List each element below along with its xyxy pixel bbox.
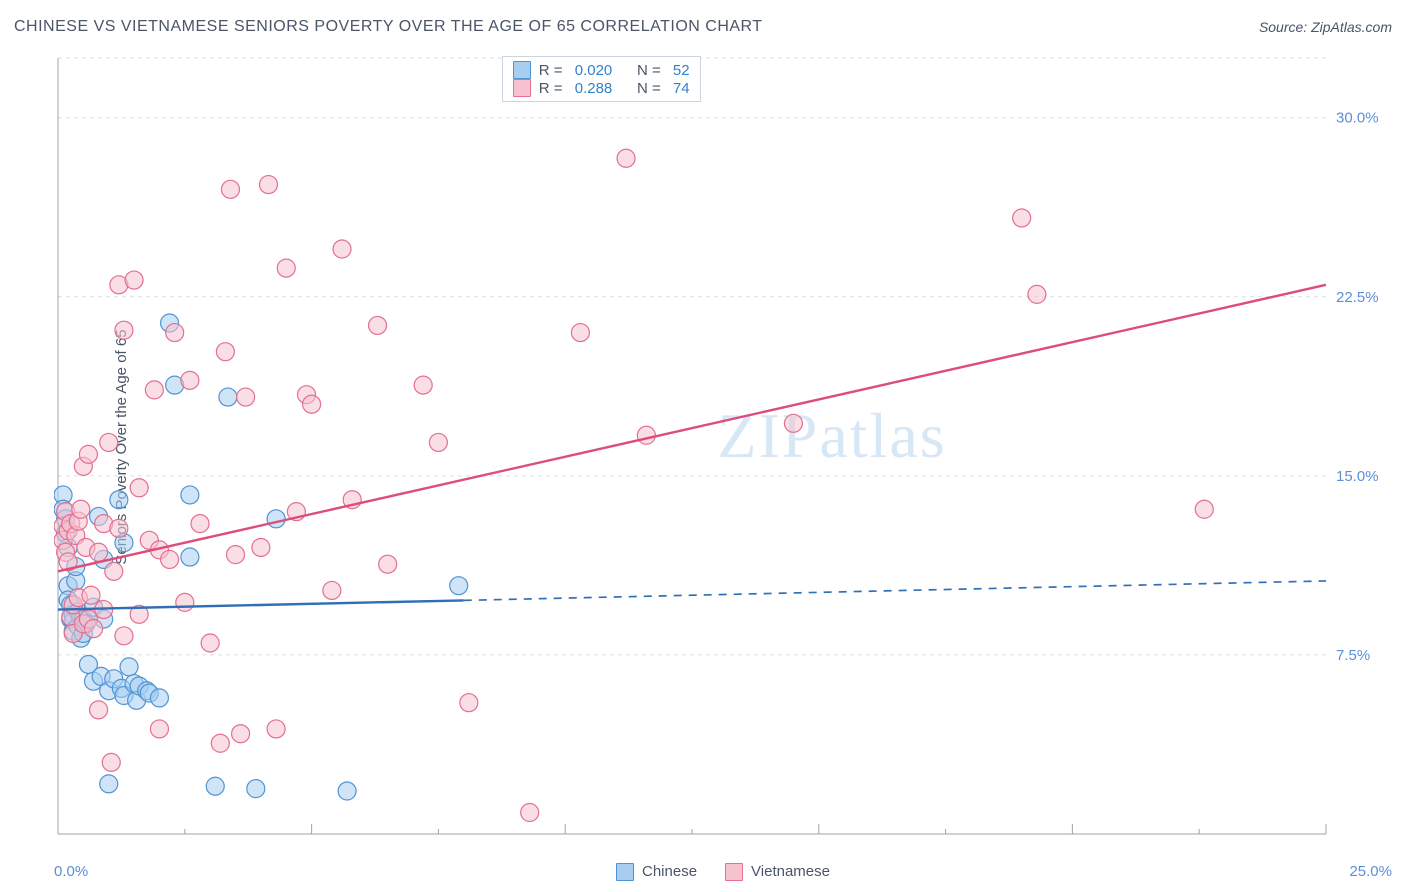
point-vietnamese [85,620,103,638]
point-vietnamese [72,500,90,518]
point-chinese [247,780,265,798]
point-vietnamese [460,694,478,712]
n-value-chinese: 52 [673,62,690,79]
x-axis-max-label: 25.0% [1349,863,1392,880]
point-vietnamese [79,445,97,463]
point-vietnamese [130,479,148,497]
series-legend: Chinese Vietnamese [616,863,830,881]
n-value-vietnamese: 74 [673,80,690,97]
x-axis-footer: 0.0% Chinese Vietnamese 25.0% [54,863,1392,880]
r-legend-row-chinese: R = 0.020 N = 52 [513,61,690,79]
n-label: N = [620,80,665,97]
y-tick-label: 15.0% [1336,468,1379,485]
point-vietnamese [176,593,194,611]
point-vietnamese [571,324,589,342]
point-chinese [120,658,138,676]
point-vietnamese [637,426,655,444]
swatch-chinese [513,61,531,79]
point-vietnamese [110,519,128,537]
point-chinese [450,577,468,595]
source-prefix: Source: [1259,19,1311,35]
legend-item-chinese: Chinese [616,863,697,881]
point-vietnamese [277,259,295,277]
point-vietnamese [211,734,229,752]
point-vietnamese [115,321,133,339]
point-chinese [219,388,237,406]
trend-solid-vietnamese [58,285,1326,572]
n-label: N = [620,62,665,79]
correlation-legend: R = 0.020 N = 52R = 0.288 N = 74 [502,56,701,102]
legend-label-chinese: Chinese [642,863,697,880]
point-vietnamese [82,586,100,604]
point-vietnamese [100,433,118,451]
point-vietnamese [90,701,108,719]
point-vietnamese [414,376,432,394]
point-chinese [100,775,118,793]
legend-label-vietnamese: Vietnamese [751,863,830,880]
point-chinese [181,486,199,504]
point-vietnamese [1013,209,1031,227]
point-vietnamese [252,538,270,556]
point-chinese [267,510,285,528]
plot-area: Seniors Poverty Over the Age of 65 R = 0… [14,50,1392,844]
legend-swatch-chinese [616,863,634,881]
point-vietnamese [90,543,108,561]
r-value-chinese: 0.020 [575,62,613,79]
swatch-vietnamese [513,79,531,97]
r-label: R = [539,80,567,97]
point-vietnamese [227,546,245,564]
x-axis-min-label: 0.0% [54,863,88,880]
point-vietnamese [259,176,277,194]
point-vietnamese [521,804,539,822]
point-chinese [181,548,199,566]
point-vietnamese [216,343,234,361]
point-vietnamese [379,555,397,573]
point-vietnamese [333,240,351,258]
point-vietnamese [191,515,209,533]
point-chinese [338,782,356,800]
legend-item-vietnamese: Vietnamese [725,863,830,881]
point-chinese [150,689,168,707]
scatter-plot-svg: 7.5% 15.0% 22.5% 30.0% [54,50,1392,844]
point-vietnamese [303,395,321,413]
y-tick-label: 30.0% [1336,110,1379,127]
point-vietnamese [369,316,387,334]
trend-dashed-chinese [464,581,1326,600]
point-vietnamese [161,550,179,568]
r-label: R = [539,62,567,79]
legend-swatch-vietnamese [725,863,743,881]
point-vietnamese [105,562,123,580]
point-vietnamese [145,381,163,399]
point-vietnamese [323,581,341,599]
point-vietnamese [1195,500,1213,518]
chart-source: Source: ZipAtlas.com [1259,19,1392,35]
point-chinese [110,491,128,509]
point-vietnamese [1028,285,1046,303]
point-vietnamese [115,627,133,645]
point-vietnamese [102,753,120,771]
point-vietnamese [429,433,447,451]
r-legend-row-vietnamese: R = 0.288 N = 74 [513,79,690,97]
point-vietnamese [150,720,168,738]
trend-solid-chinese [58,600,464,609]
y-tick-label: 22.5% [1336,289,1379,306]
point-vietnamese [221,180,239,198]
point-chinese [206,777,224,795]
point-vietnamese [125,271,143,289]
point-vietnamese [237,388,255,406]
point-vietnamese [784,414,802,432]
y-tick-label: 7.5% [1336,647,1370,664]
source-name: ZipAtlas.com [1311,19,1392,35]
point-vietnamese [181,371,199,389]
point-vietnamese [201,634,219,652]
point-vietnamese [232,725,250,743]
point-vietnamese [166,324,184,342]
point-vietnamese [617,149,635,167]
r-value-vietnamese: 0.288 [575,80,613,97]
point-vietnamese [267,720,285,738]
chart-title: CHINESE VS VIETNAMESE SENIORS POVERTY OV… [14,18,763,36]
